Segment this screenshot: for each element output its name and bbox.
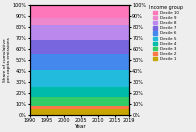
X-axis label: Year: Year (74, 124, 85, 129)
Legend: Decile 10, Decile 9, Decile 8, Decile 7, Decile 6, Decile 5, Decile 4, Decile 3,: Decile 10, Decile 9, Decile 8, Decile 7,… (149, 5, 184, 61)
Y-axis label: Share of cumulative
per-capita emissions: Share of cumulative per-capita emissions (3, 37, 11, 82)
